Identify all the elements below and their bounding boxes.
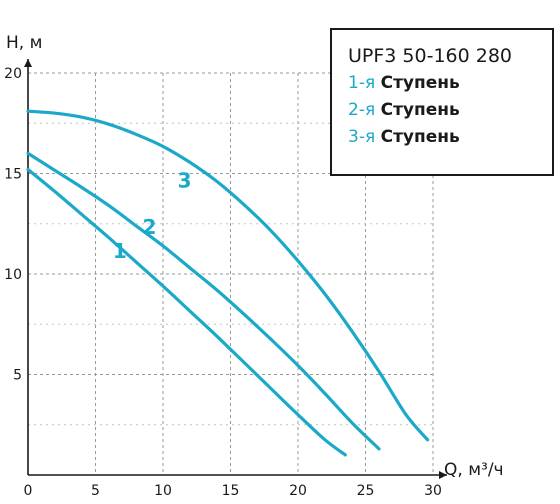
x-tick-label: 15 — [222, 483, 240, 499]
y-tick-label: 10 — [4, 267, 22, 283]
legend-item-stage-1: 1-я Ступень — [348, 70, 552, 97]
legend-stage-word: Ступень — [380, 100, 460, 120]
series-label-3: 3 — [178, 169, 192, 193]
series-label-2: 2 — [143, 215, 157, 239]
y-tick-label: 15 — [4, 167, 22, 183]
x-axis-arrow — [439, 471, 447, 479]
y-axis-arrow — [24, 59, 32, 67]
series-lines — [26, 109, 430, 457]
legend-box: UPF3 50-160 280 1-я Ступень 2-я Ступень … — [330, 28, 554, 176]
series-label-1: 1 — [113, 239, 127, 263]
y-tick-label: 5 — [13, 368, 22, 384]
series-line-2 — [26, 151, 381, 451]
axes — [24, 59, 447, 479]
x-tick-label: 30 — [424, 483, 442, 499]
legend-stage-number: 1-я — [348, 73, 376, 93]
legend-stage-number: 3-я — [348, 127, 376, 147]
x-tick-label: 0 — [24, 483, 33, 499]
x-tick-label: 10 — [154, 483, 172, 499]
series-line-1 — [26, 167, 347, 457]
chart-title: UPF3 50-160 280 — [348, 45, 513, 67]
legend-stage-word: Ступень — [380, 73, 460, 93]
legend-item-stage-3: 3-я Ступень — [348, 124, 552, 151]
y-tick-label: 20 — [4, 66, 22, 82]
x-axis-label: Q, м³/ч — [444, 460, 504, 480]
x-tick-label: 5 — [91, 483, 100, 499]
legend-item-stage-2: 2-я Ступень — [348, 97, 552, 124]
tick-labels: 0 5 10 15 20 25 30 5 10 15 20 — [4, 66, 442, 499]
legend-stage-word: Ступень — [380, 127, 460, 147]
legend-stage-number: 2-я — [348, 100, 376, 120]
series-labels: 123 — [113, 169, 192, 263]
grid — [28, 72, 434, 475]
y-axis-label: H, м — [6, 33, 42, 53]
series-line-3 — [26, 109, 430, 442]
x-tick-label: 20 — [289, 483, 307, 499]
x-tick-label: 25 — [357, 483, 375, 499]
